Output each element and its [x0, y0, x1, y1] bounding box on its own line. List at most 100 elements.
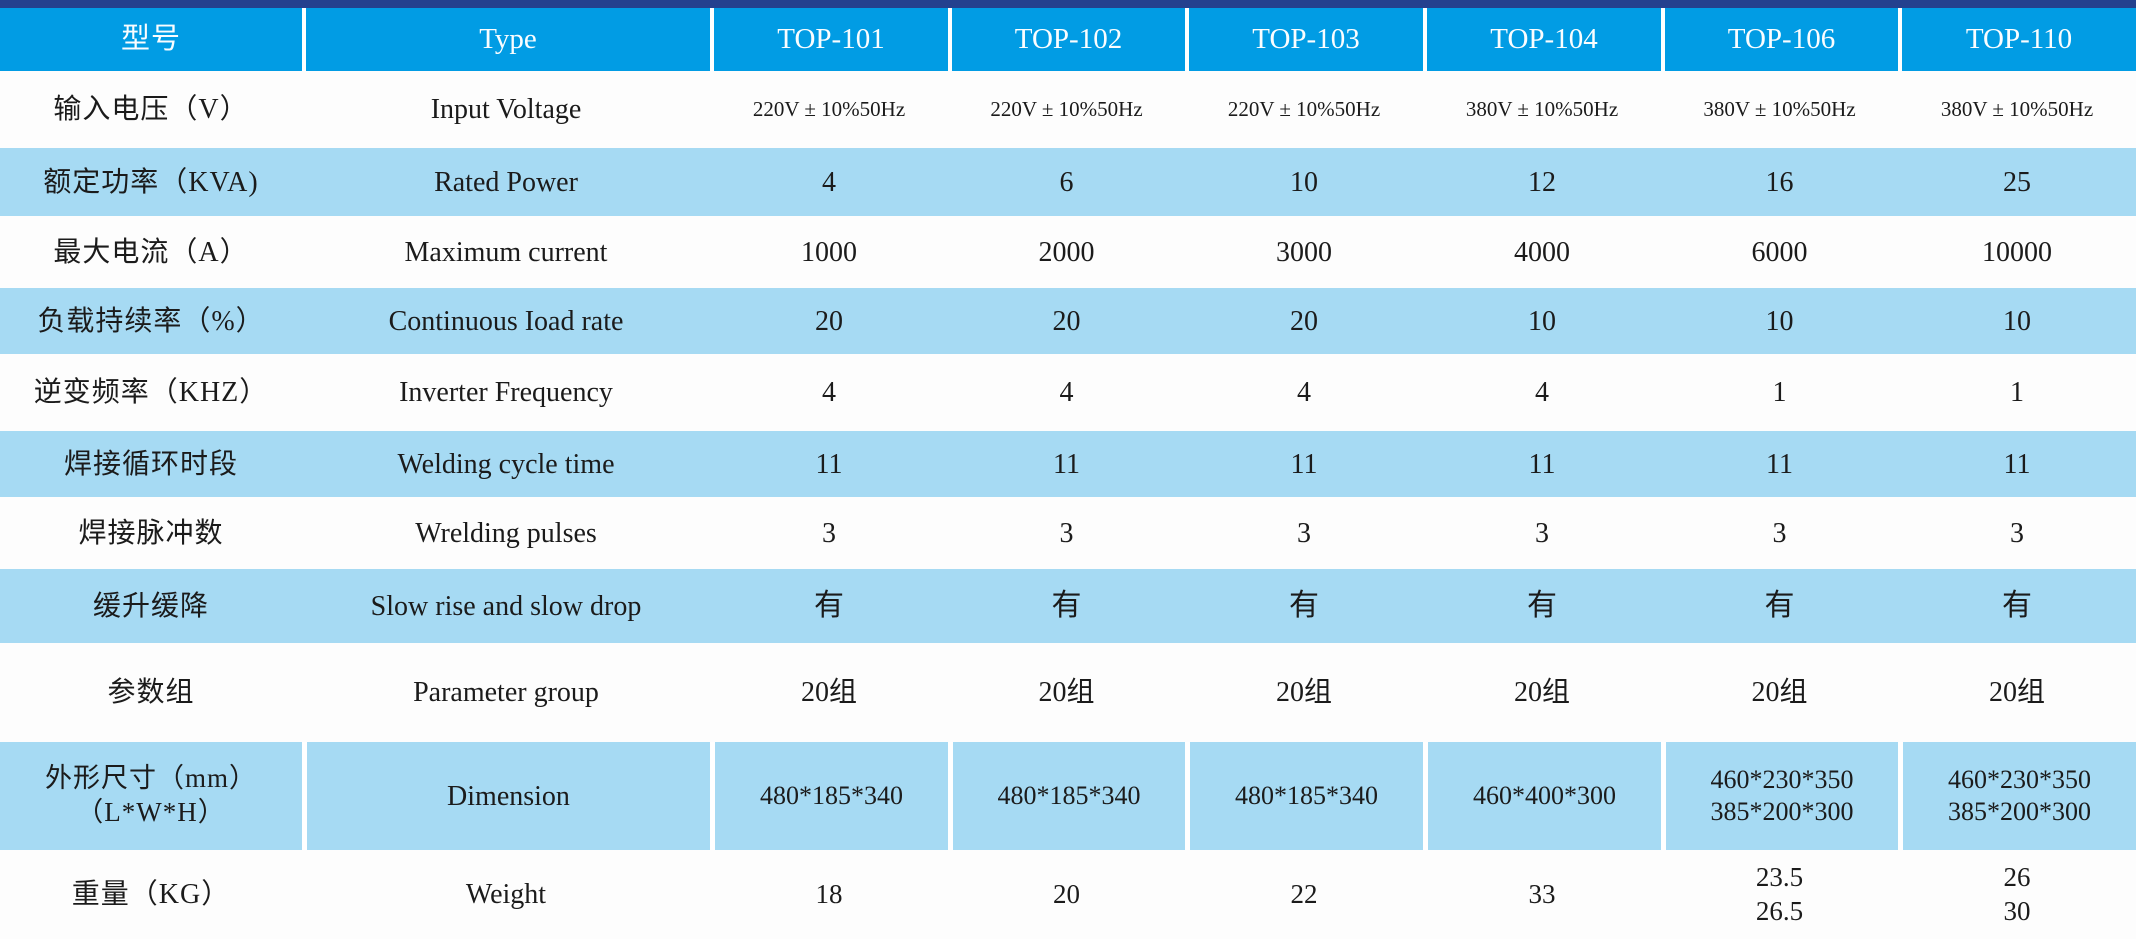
- row-label-cn: 外形尺寸（mm） （L*W*H）: [44, 763, 257, 827]
- table-row: 缓升缓降 Slow rise and slow drop 有 有 有 有 有 有: [0, 569, 2136, 643]
- spec-value-cell: 11: [1290, 448, 1318, 480]
- spec-value-cell: 20组: [1275, 677, 1332, 708]
- table-row: 外形尺寸（mm） （L*W*H） Dimension 480*185*340 480*…: [0, 742, 2136, 850]
- spec-value-cell: 20组: [800, 677, 857, 708]
- spec-value-cell: 20: [1290, 305, 1318, 337]
- spec-value-cell: 22: [1290, 878, 1318, 909]
- row-label-cn: 焊接脉冲数: [78, 517, 224, 549]
- spec-value-cell: 6: [1059, 166, 1074, 198]
- spec-value-cell: 10000: [1982, 236, 2052, 268]
- table-row: 输入电压（V） Input Voltage 220V ± 10%50Hz 220V ±…: [0, 71, 2136, 148]
- spec-value-cell: 20组: [1751, 677, 1808, 708]
- table-row: 焊接脉冲数 Wrelding pulses 3 3 3 3 3 3: [0, 497, 2136, 569]
- spec-value-cell: 460*230*350 385*200*300: [1661, 742, 1898, 850]
- spec-value-cell: 25: [2003, 166, 2031, 198]
- table-body: 输入电压（V） Input Voltage 220V ± 10%50Hz 220V ±…: [0, 71, 2136, 939]
- table-row: 焊接循环时段 Welding cycle time 11 11 11 11 11 11: [0, 431, 2136, 497]
- row-label-en: Inverter Frequency: [399, 377, 613, 408]
- spec-table: 型号 Type TOP-101 TOP-102 TOP-103 TOP-104 TOP-…: [0, 8, 2136, 939]
- spec-value-cell: 3: [822, 517, 836, 549]
- row-label-cn: 逆变频率（KHZ）: [33, 377, 269, 408]
- column-header-top-101: TOP-101: [710, 8, 948, 71]
- spec-value-cell: 460*230*350 385*200*300: [1898, 742, 2136, 850]
- spec-value-cell: 11: [1053, 448, 1080, 480]
- spec-value-cell: 4: [822, 377, 836, 408]
- spec-value-cell: 1: [2010, 377, 2024, 408]
- spec-value-cell: 10: [1528, 305, 1556, 337]
- spec-value-cell: 20组: [1988, 677, 2045, 708]
- spec-value-cell: 11: [2003, 448, 2031, 480]
- spec-value-cell: 380V ± 10%50Hz: [1940, 97, 2094, 122]
- spec-value-cell: 16: [1765, 166, 1794, 198]
- header-cell-type-en: Type: [302, 8, 710, 71]
- spec-value-cell: 有: [1289, 589, 1319, 623]
- spec-value-cell: 220V ± 10%50Hz: [990, 97, 1143, 122]
- row-label-en: Welding cycle time: [397, 448, 615, 480]
- spec-value-cell: 4: [1535, 377, 1549, 408]
- spec-value-cell: 2000: [1038, 236, 1095, 268]
- spec-value-cell: 380V ± 10%50Hz: [1703, 97, 1856, 122]
- spec-value-cell: 有: [2002, 589, 2032, 623]
- spec-value-cell: 4: [1059, 377, 1074, 408]
- top-border: [0, 0, 2136, 8]
- spec-value-cell: 4000: [1514, 236, 1570, 268]
- table-row: 参数组 Parameter group 20组 20组 20组 20组 20组 20组: [0, 643, 2136, 742]
- table-row: 逆变频率（KHZ） Inverter Frequency 4 4 4 4 1 1: [0, 354, 2136, 431]
- table-row: 额定功率（KVA) Rated Power 4 6 10 12 16 25: [0, 148, 2136, 216]
- row-label-en: Rated Power: [434, 166, 578, 198]
- column-header-top-106: TOP-106: [1661, 8, 1898, 71]
- row-label-cn: 输入电压（V）: [53, 94, 249, 125]
- spec-value-cell: 11: [1766, 448, 1793, 480]
- row-label-cn: 焊接循环时段: [63, 448, 238, 480]
- spec-value-cell: 有: [1764, 589, 1795, 623]
- spec-value-cell: 3: [1772, 517, 1787, 549]
- row-label-en: Input Voltage: [430, 94, 582, 125]
- row-label-en: Wrelding pulses: [415, 517, 597, 549]
- row-label-cn: 缓升缓降: [92, 590, 209, 622]
- spec-value-cell: 33: [1528, 878, 1556, 909]
- spec-value-cell: 20: [1052, 305, 1081, 337]
- row-label-cn: 参数组: [107, 677, 195, 708]
- row-label-en: Slow rise and slow drop: [370, 590, 642, 622]
- spec-value-cell: 有: [814, 589, 844, 623]
- spec-value-cell: 480*185*340: [1185, 742, 1423, 850]
- spec-value-cell: 1: [1772, 377, 1787, 408]
- spec-value-cell: 220V ± 10%50Hz: [752, 97, 906, 122]
- row-label-cn: 重量（KG）: [71, 879, 231, 910]
- spec-value-cell: 20组: [1513, 677, 1570, 708]
- spec-value-cell: 20: [815, 305, 843, 337]
- spec-value-cell: 4: [1297, 377, 1311, 408]
- spec-value-cell: 11: [1528, 448, 1556, 480]
- row-label-cn: 负载持续率（%）: [37, 305, 265, 337]
- spec-value-cell: 有: [1051, 589, 1082, 623]
- header-cell-model-cn: 型号: [120, 23, 181, 56]
- spec-value-cell: 220V ± 10%50Hz: [1227, 97, 1381, 122]
- table-row: 最大电流（A） Maximum current 1000 2000 3000 4000 60…: [0, 216, 2136, 288]
- spec-value-cell: 3000: [1276, 236, 1332, 268]
- row-label-en: Dimension: [302, 742, 710, 850]
- spec-value-cell: 10: [1765, 305, 1794, 337]
- row-label-en: Parameter group: [413, 677, 599, 708]
- column-header-top-110: TOP-110: [1898, 8, 2136, 71]
- row-label-en: Continuous Ioad rate: [388, 305, 624, 337]
- spec-value-cell: 3: [1297, 517, 1311, 549]
- table-row: 重量（KG） Weight 18 20 22 33 23.5 26.5 26 30: [0, 850, 2136, 939]
- spec-value-cell: 3: [1059, 517, 1074, 549]
- table-row: 负载持续率（%） Continuous Ioad rate 20 20 20 10 10 10: [0, 288, 2136, 354]
- spec-value-cell: 有: [1527, 589, 1557, 623]
- spec-value-cell: 460*400*300: [1423, 742, 1661, 850]
- spec-value-cell: 1000: [801, 236, 857, 268]
- spec-value-cell: 20: [1053, 878, 1080, 909]
- spec-value-cell: 480*185*340: [710, 742, 948, 850]
- spec-value-cell: 6000: [1751, 236, 1808, 268]
- column-header-top-103: TOP-103: [1185, 8, 1423, 71]
- row-label-cn: 最大电流（A）: [53, 236, 249, 268]
- spec-value-cell: 20组: [1038, 677, 1095, 708]
- row-label-en: Maximum current: [404, 236, 608, 268]
- column-header-top-102: TOP-102: [948, 8, 1185, 71]
- spec-value-cell: 380V ± 10%50Hz: [1465, 97, 1619, 122]
- spec-value-cell: 4: [822, 166, 836, 198]
- spec-value-cell: 18: [815, 878, 843, 909]
- spec-value-cell: 12: [1528, 166, 1556, 198]
- spec-value-cell: 11: [815, 448, 843, 480]
